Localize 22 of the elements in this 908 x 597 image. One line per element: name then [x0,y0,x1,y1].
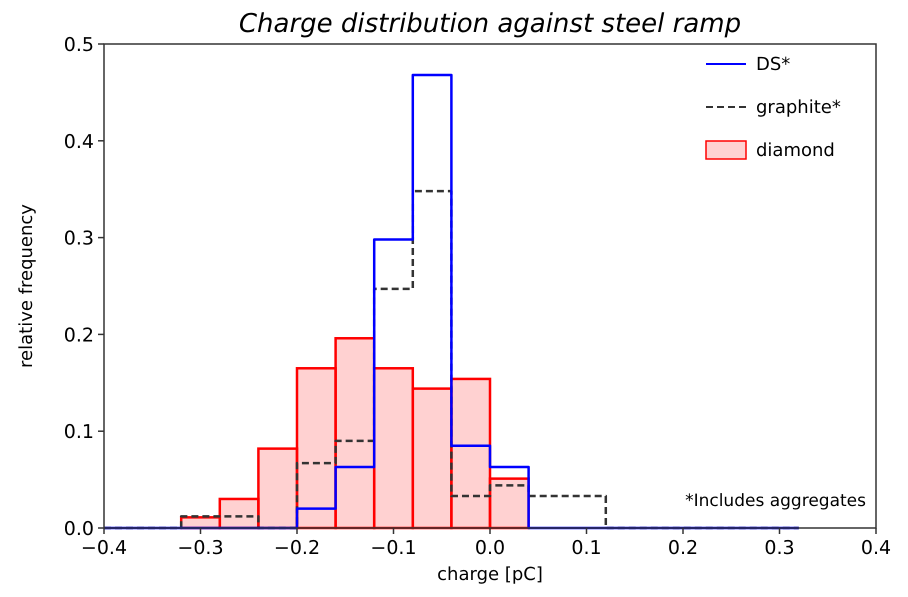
y-tick-label: 0.3 [64,228,94,250]
annotation: *Includes aggregates [685,491,866,511]
x-tick-label: 0.0 [474,537,506,559]
chart-title: Charge distribution against steel ramp [238,9,742,39]
y-tick-label: 0.5 [64,34,94,56]
legend-label: DS* [756,54,790,75]
y-tick-label: 0.2 [64,324,94,346]
x-tick-label: 0.2 [668,537,698,559]
x-axis-title: charge [pC] [437,564,543,585]
x-tick-label: 0.3 [764,537,795,559]
y-axis-title: relative frequency [16,204,37,368]
x-tick-label: 0.1 [571,537,602,559]
y-tick-label: 0.1 [64,421,94,444]
x-tick-label: 0.4 [860,537,892,559]
y-tick-label: 0.0 [64,518,94,540]
x-tick-label: −0.2 [274,537,320,559]
x-tick-label: −0.3 [177,537,224,559]
x-tick-label: −0.1 [370,537,417,559]
legend-label: graphite* [756,97,841,118]
x-tick-label: −0.4 [80,537,128,559]
y-tick-label: 0.4 [64,130,94,153]
legend-label: diamond [756,140,835,161]
